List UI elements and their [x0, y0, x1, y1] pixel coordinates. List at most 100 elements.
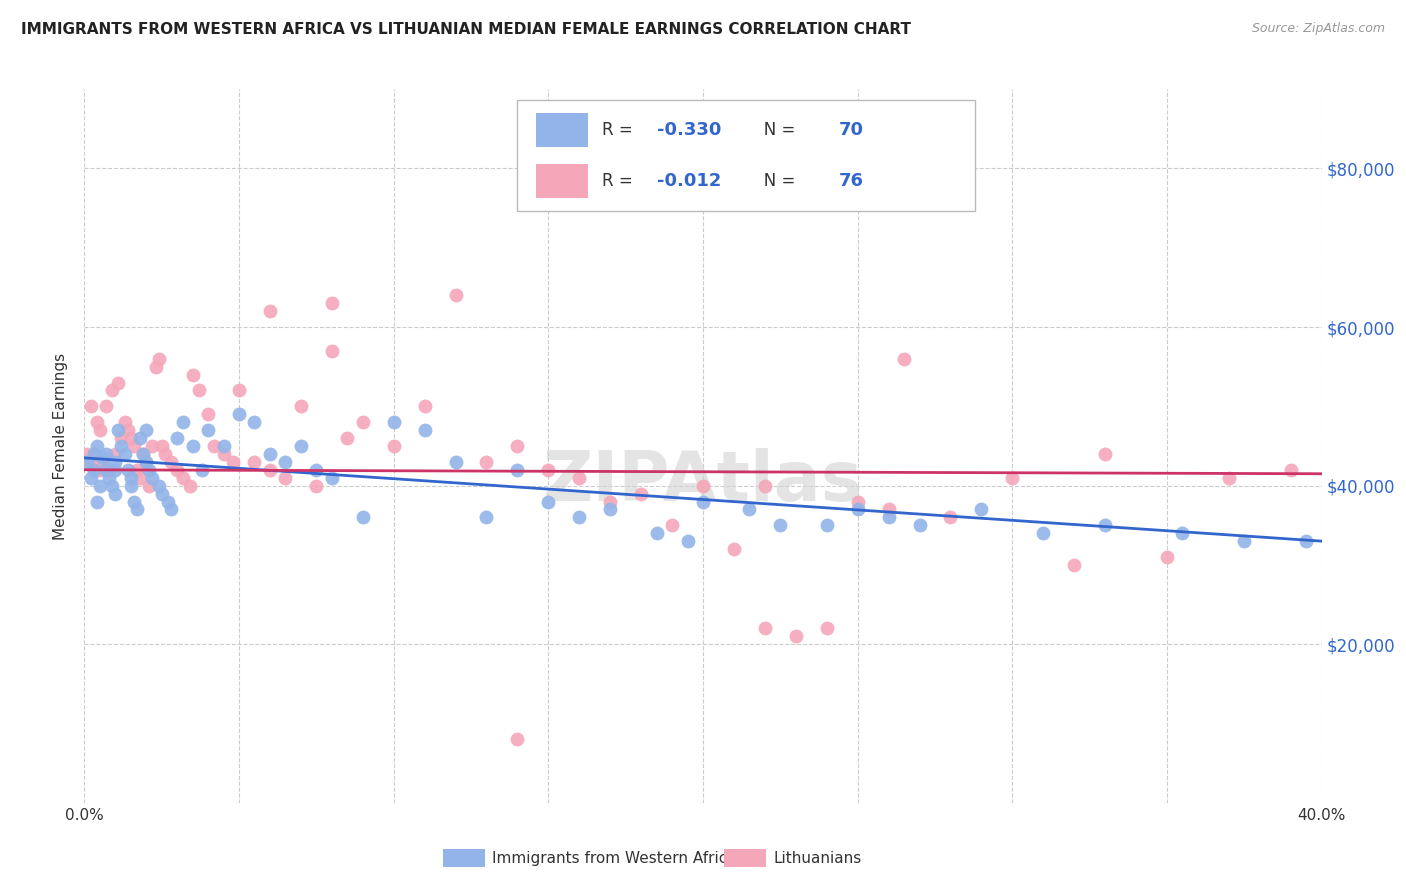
Point	[475, 455, 498, 469]
Point	[197, 407, 219, 421]
Point	[506, 439, 529, 453]
Point	[599, 502, 621, 516]
Text: 70: 70	[839, 120, 865, 139]
Point	[321, 471, 343, 485]
Point	[89, 463, 111, 477]
Point	[1063, 558, 1085, 572]
Point	[692, 494, 714, 508]
Point	[98, 471, 121, 485]
Point	[274, 455, 297, 469]
Point	[94, 463, 117, 477]
Text: -0.330: -0.330	[657, 120, 721, 139]
Point	[104, 455, 127, 469]
Point	[1218, 471, 1240, 485]
Point	[179, 478, 201, 492]
Point	[135, 455, 157, 469]
Point	[939, 510, 962, 524]
Point	[76, 455, 98, 469]
Point	[150, 439, 173, 453]
Point	[676, 534, 699, 549]
Point	[506, 463, 529, 477]
Point	[506, 732, 529, 747]
Point	[120, 431, 142, 445]
Point	[107, 423, 129, 437]
Point	[1094, 447, 1116, 461]
Point	[1094, 518, 1116, 533]
Point	[212, 447, 235, 461]
Text: Lithuanians: Lithuanians	[773, 852, 862, 866]
Point	[141, 439, 163, 453]
Point	[877, 510, 900, 524]
Point	[79, 455, 101, 469]
Point	[104, 463, 127, 477]
Point	[290, 400, 312, 414]
Point	[769, 518, 792, 533]
Point	[1233, 534, 1256, 549]
Point	[222, 455, 245, 469]
Point	[187, 384, 209, 398]
Point	[893, 351, 915, 366]
Point	[243, 455, 266, 469]
Text: IMMIGRANTS FROM WESTERN AFRICA VS LITHUANIAN MEDIAN FEMALE EARNINGS CORRELATION : IMMIGRANTS FROM WESTERN AFRICA VS LITHUA…	[21, 22, 911, 37]
Point	[259, 463, 281, 477]
Text: N =: N =	[748, 120, 800, 139]
Point	[846, 502, 869, 516]
Point	[537, 494, 560, 508]
Point	[79, 400, 101, 414]
Point	[197, 423, 219, 437]
Y-axis label: Median Female Earnings: Median Female Earnings	[53, 352, 69, 540]
Point	[243, 415, 266, 429]
Point	[89, 423, 111, 437]
Point	[661, 518, 683, 533]
Point	[475, 510, 498, 524]
Point	[815, 518, 838, 533]
Text: Source: ZipAtlas.com: Source: ZipAtlas.com	[1251, 22, 1385, 36]
Point	[110, 431, 132, 445]
Point	[815, 621, 838, 635]
Point	[94, 400, 117, 414]
Point	[877, 502, 900, 516]
Point	[382, 415, 405, 429]
Point	[305, 478, 328, 492]
Point	[290, 439, 312, 453]
Point	[537, 463, 560, 477]
Point	[86, 415, 108, 429]
Bar	[536, 163, 588, 198]
Point	[754, 478, 776, 492]
Point	[148, 478, 170, 492]
Point	[138, 463, 160, 477]
Point	[202, 439, 225, 453]
Point	[754, 621, 776, 635]
Point	[132, 447, 155, 461]
Point	[723, 542, 745, 557]
Point	[79, 471, 101, 485]
Point	[1156, 549, 1178, 564]
Point	[738, 502, 761, 516]
Point	[83, 463, 105, 477]
Point	[86, 439, 108, 453]
Point	[114, 415, 136, 429]
Point	[91, 450, 114, 465]
Point	[382, 439, 405, 453]
Point	[191, 463, 214, 477]
Point	[166, 463, 188, 477]
Point	[86, 494, 108, 508]
Point	[1279, 463, 1302, 477]
Point	[135, 423, 157, 437]
Point	[274, 471, 297, 485]
Point	[336, 431, 359, 445]
Text: Immigrants from Western Africa: Immigrants from Western Africa	[492, 852, 737, 866]
Point	[160, 455, 183, 469]
Text: R =: R =	[602, 171, 637, 190]
Point	[228, 407, 250, 421]
Point	[76, 447, 98, 461]
Point	[212, 439, 235, 453]
Point	[630, 486, 652, 500]
Point	[91, 455, 114, 469]
Point	[83, 447, 105, 461]
Point	[692, 478, 714, 492]
Point	[98, 463, 121, 477]
Point	[145, 359, 167, 374]
Point	[568, 510, 591, 524]
Point	[259, 304, 281, 318]
